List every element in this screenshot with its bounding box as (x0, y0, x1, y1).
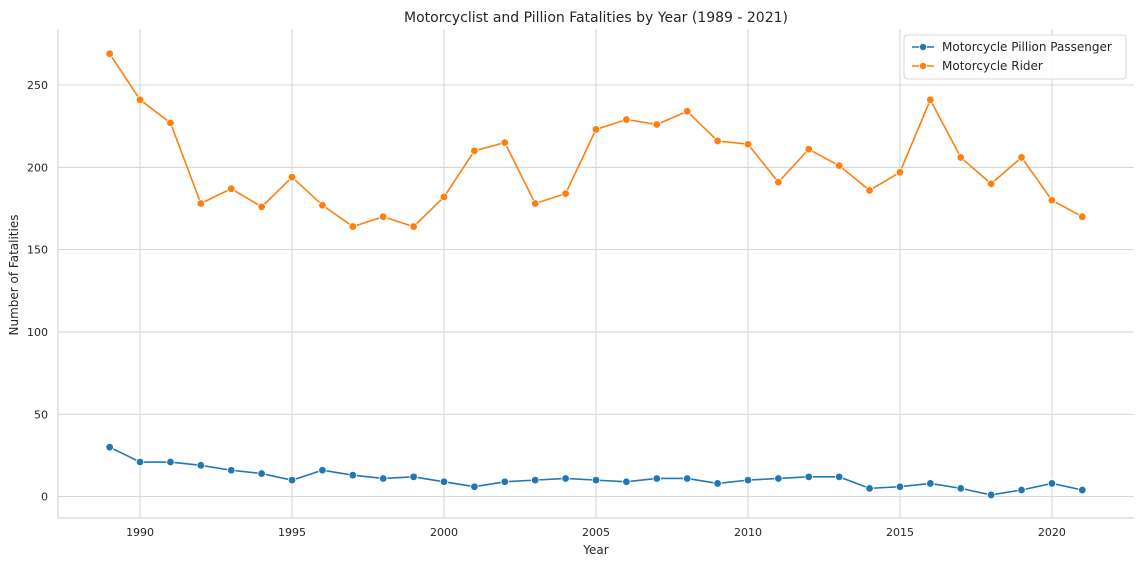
data-point (774, 474, 783, 483)
data-point (257, 202, 266, 212)
data-point (166, 457, 175, 467)
data-point (227, 466, 236, 475)
data-point (470, 146, 479, 156)
x-tick-label: 2005 (582, 526, 610, 539)
y-tick-label: 50 (34, 408, 48, 421)
legend-item: Motorcycle Pillion Passenger (912, 40, 1112, 54)
data-point (135, 457, 145, 467)
axes-spines (57, 29, 1134, 519)
data-point (591, 125, 601, 134)
data-point (926, 479, 935, 488)
x-tick-label: 2010 (734, 526, 762, 539)
data-point (439, 192, 449, 202)
data-point (956, 484, 965, 493)
data-point (196, 199, 206, 208)
data-point (986, 490, 996, 500)
data-point (1047, 479, 1057, 488)
data-point (1047, 196, 1057, 205)
x-tick-label: 1990 (126, 526, 154, 539)
data-point (257, 469, 266, 478)
data-point (713, 479, 722, 488)
data-point (1078, 485, 1087, 495)
data-point (895, 168, 905, 177)
data-point (500, 477, 510, 486)
legend-label: Motorcycle Pillion Passenger (942, 40, 1112, 54)
data-point (409, 222, 418, 231)
data-point (166, 118, 175, 128)
data-point (439, 477, 449, 486)
data-point (926, 95, 935, 104)
data-point (196, 461, 206, 470)
legend-label: Motorcycle Rider (942, 59, 1043, 73)
data-point (622, 477, 631, 486)
data-point (1078, 212, 1087, 221)
x-tick-label: 2015 (886, 526, 914, 539)
data-point (1017, 153, 1026, 162)
y-tick-label: 100 (27, 326, 48, 339)
x-tick-label: 1995 (278, 526, 306, 539)
data-point (561, 474, 570, 483)
data-point (287, 475, 297, 485)
data-point (379, 212, 388, 221)
x-axis-label: Year (582, 543, 608, 557)
series-1 (105, 49, 1087, 231)
data-point (348, 222, 358, 231)
data-point (470, 482, 479, 491)
data-point (318, 200, 327, 210)
data-point (531, 199, 540, 208)
data-point (561, 189, 570, 198)
data-point (986, 179, 996, 188)
legend-box (903, 34, 1127, 80)
x-tick-label: 2000 (430, 526, 458, 539)
series-layer (105, 49, 1087, 500)
data-point (105, 443, 114, 452)
y-axis-label: Number of Fatalities (7, 215, 21, 336)
data-point (531, 475, 540, 485)
data-point (895, 482, 905, 491)
x-tick-label: 2020 (1038, 526, 1066, 539)
data-point (348, 470, 358, 480)
data-point (804, 472, 813, 482)
data-point (743, 140, 753, 149)
data-point (682, 107, 692, 116)
y-tick-label: 150 (27, 244, 48, 257)
data-point (743, 475, 753, 485)
data-point (956, 153, 965, 162)
x-axis-ticks: 1990 1995 2000 2005 2010 2015 2020 (126, 526, 1066, 539)
legend-item: Motorcycle Rider (912, 59, 1043, 73)
data-point (865, 186, 874, 195)
data-point (409, 472, 418, 482)
data-point (774, 177, 783, 187)
y-tick-label: 200 (27, 161, 48, 174)
data-point (379, 474, 388, 483)
data-point (105, 49, 114, 58)
y-tick-label: 0 (41, 491, 48, 504)
data-point (652, 120, 661, 129)
data-point (652, 474, 661, 483)
legend-marker (919, 62, 928, 71)
data-point (713, 136, 722, 146)
data-point (834, 472, 844, 482)
series-0 (105, 443, 1087, 500)
y-tick-label: 250 (27, 79, 48, 92)
grid-lines (58, 29, 1134, 518)
data-point (804, 144, 813, 154)
legend-marker (919, 43, 928, 52)
data-point (135, 95, 145, 104)
data-point (318, 466, 327, 475)
legend: Motorcycle Pillion Passenger Motorcycle R… (903, 34, 1127, 80)
data-point (287, 172, 297, 182)
data-point (227, 184, 236, 193)
data-point (500, 138, 510, 147)
data-point (1017, 485, 1026, 495)
data-point (865, 484, 874, 493)
y-axis-ticks: 0 50 100 150 200 250 (27, 79, 48, 504)
chart-title: Motorcyclist and Pillion Fatalities by Y… (404, 10, 788, 26)
data-point (834, 161, 844, 170)
data-point (591, 475, 601, 485)
data-point (682, 474, 692, 483)
data-point (622, 115, 631, 124)
